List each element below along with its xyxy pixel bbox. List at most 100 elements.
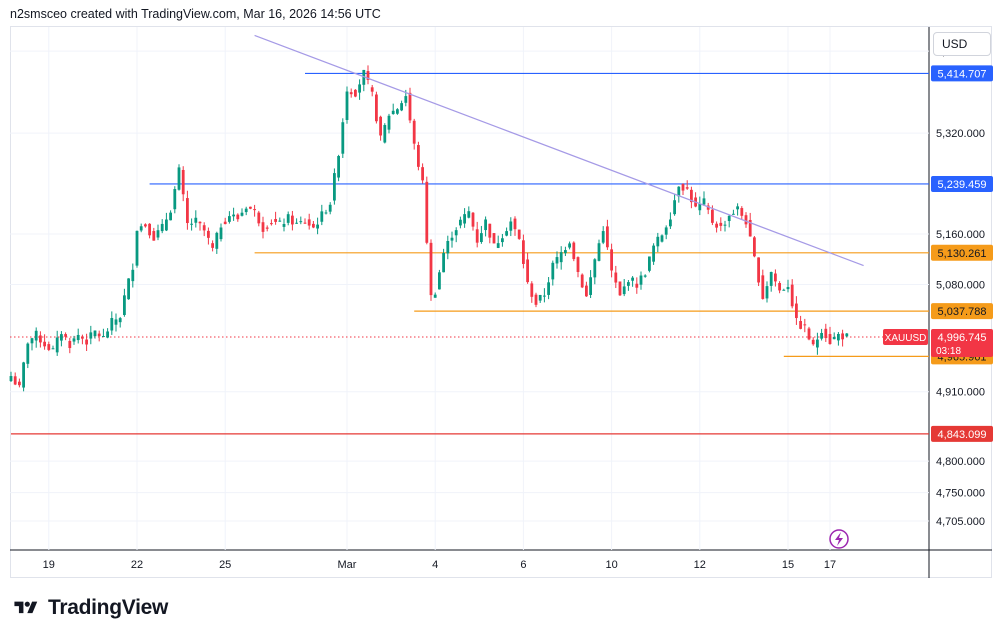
- candle-body: [345, 91, 349, 120]
- candle-body: [43, 341, 46, 347]
- candle-body: [543, 295, 546, 297]
- price-tick-label: 4,750.000: [936, 488, 985, 500]
- level-price-label: 5,239.459: [938, 179, 987, 191]
- candle-body: [358, 84, 361, 93]
- candle-body: [198, 221, 202, 224]
- candle-body: [55, 337, 59, 353]
- candle-body: [669, 219, 672, 227]
- candle-body: [375, 94, 378, 122]
- candle-body: [240, 212, 244, 216]
- candle-body: [295, 222, 298, 224]
- candle-body: [144, 224, 147, 227]
- candle-body: [736, 206, 739, 210]
- candle-body: [333, 173, 336, 201]
- candle-body: [580, 274, 584, 288]
- price-tick-label: 4,800.000: [936, 456, 985, 468]
- candle-body: [190, 223, 193, 225]
- candle-body: [769, 271, 773, 286]
- candle-body: [610, 249, 613, 271]
- candle-body: [160, 223, 164, 232]
- candle-body: [690, 189, 693, 203]
- candle-body: [9, 376, 13, 382]
- candle-body: [774, 273, 777, 282]
- candle-body: [450, 237, 454, 241]
- candle-body: [127, 278, 130, 300]
- candle-body: [102, 336, 105, 338]
- candle-body: [76, 334, 80, 341]
- candle-body: [370, 87, 374, 92]
- candle-body: [81, 336, 84, 339]
- trendline-group: [254, 34, 864, 267]
- candle-body: [215, 232, 219, 249]
- candle-body: [85, 339, 88, 345]
- candle-body: [824, 328, 828, 339]
- lightning-icon-bolt: [835, 532, 843, 546]
- price-tick-label: 5,080.000: [936, 279, 985, 291]
- candle-body: [387, 115, 391, 130]
- candle-body: [513, 218, 517, 230]
- candle-body: [732, 213, 735, 215]
- candle-body: [614, 272, 618, 283]
- candle-body: [509, 221, 513, 231]
- candle-body: [442, 252, 445, 273]
- candle-body: [139, 226, 143, 231]
- candle-body: [454, 230, 458, 236]
- chart-frame: [10, 26, 992, 578]
- candle-body: [404, 96, 408, 103]
- candle-body: [547, 282, 550, 295]
- resistance-trendline[interactable]: [254, 34, 864, 267]
- candle-body: [286, 214, 290, 223]
- candle-body: [257, 212, 261, 224]
- candle-body: [89, 332, 93, 339]
- candle-body: [433, 294, 437, 298]
- candle-body: [526, 259, 529, 283]
- price-tick-label: 4,705.000: [936, 516, 985, 528]
- level-price-labels: 5,414.7075,239.4595,130.2615,037.7884,96…: [883, 65, 993, 442]
- candle-body: [761, 275, 765, 299]
- candle-body: [656, 236, 660, 247]
- time-tick-label: 22: [131, 559, 143, 571]
- candle-body: [807, 328, 811, 340]
- candlestick-series: [9, 65, 849, 392]
- candle-body: [568, 243, 571, 248]
- tradingview-logo[interactable]: TradingView: [12, 596, 168, 620]
- candle-body: [253, 209, 256, 211]
- candle-body: [18, 381, 21, 386]
- candle-body: [711, 209, 714, 223]
- candle-body: [165, 219, 168, 231]
- candle-body: [673, 200, 676, 215]
- chart-grid: [10, 27, 992, 578]
- candle-body: [152, 231, 156, 241]
- symbol-tag[interactable]: XAUUSD: [885, 333, 927, 344]
- candle-body: [110, 318, 114, 331]
- candle-body: [207, 230, 210, 238]
- lightning-icon[interactable]: [829, 529, 849, 549]
- candle-body: [639, 275, 643, 285]
- currency-selector[interactable]: USD: [933, 32, 991, 56]
- candle-body: [522, 240, 525, 264]
- candle-body: [97, 333, 101, 337]
- candle-body: [753, 237, 756, 257]
- time-tick-label: Mar: [338, 559, 357, 571]
- bar-countdown: 03:18: [936, 346, 961, 357]
- candle-body: [68, 340, 72, 349]
- candle-body: [820, 332, 823, 339]
- candle-body: [501, 238, 504, 243]
- candle-body: [471, 212, 475, 227]
- candle-body: [643, 275, 647, 277]
- horizontal-levels: [10, 72, 929, 435]
- current-price-label-bg: [931, 329, 993, 357]
- candle-body: [702, 198, 706, 205]
- candle-body: [496, 243, 500, 248]
- candle-body: [459, 219, 462, 226]
- tradingview-logo-icon: [14, 601, 38, 614]
- candle-body: [715, 223, 718, 228]
- candle-body: [484, 219, 487, 231]
- candle-body: [660, 235, 664, 242]
- candle-body: [585, 285, 588, 297]
- candle-body: [211, 243, 214, 248]
- candle-body: [564, 250, 567, 254]
- candle-body: [274, 218, 277, 222]
- candle-body: [123, 295, 126, 316]
